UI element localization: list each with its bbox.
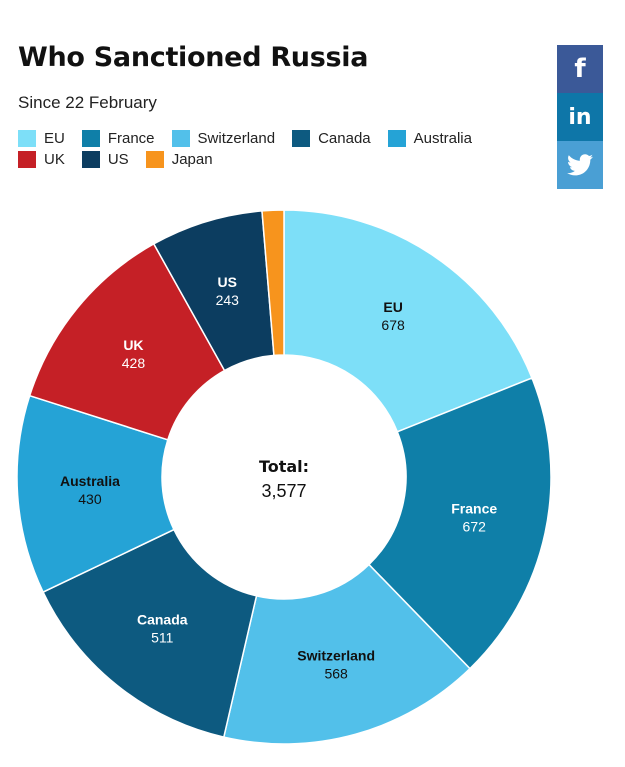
legend-label: UK: [44, 150, 65, 168]
slice-value: 243: [216, 292, 240, 308]
legend-label: France: [107, 129, 155, 147]
slice-value: 672: [463, 519, 487, 535]
slice-value: 678: [381, 317, 405, 333]
legend-item: EU: [18, 129, 65, 147]
legend-swatch: [171, 129, 190, 147]
donut-slice-switzerland[interactable]: [222, 563, 471, 745]
legend-label: Canada: [318, 129, 371, 147]
slice-label: Australia: [60, 473, 120, 489]
slice-value: 568: [324, 665, 348, 681]
facebook-icon: f: [574, 54, 586, 84]
chart-title: Who Sanctioned Russia: [18, 42, 369, 73]
linkedin-share-button[interactable]: in: [557, 93, 603, 141]
legend-label: EU: [44, 129, 65, 147]
legend-label: Switzerland: [197, 129, 276, 147]
slice-label: Canada: [137, 612, 188, 628]
legend-item: UK: [18, 150, 65, 168]
donut-slice-france[interactable]: [367, 377, 552, 670]
legend-swatch: [18, 150, 36, 168]
legend-item: Japan: [145, 150, 213, 168]
donut-slice-japan[interactable]: [261, 209, 285, 357]
legend-item: US: [81, 150, 129, 168]
legend-item: Australia: [387, 129, 472, 147]
slice-value: 428: [122, 355, 146, 371]
legend-swatch: [81, 129, 100, 147]
legend-swatch: [387, 129, 406, 147]
donut-slice-canada[interactable]: [42, 528, 258, 739]
total-value: 3,577: [261, 481, 306, 501]
slice-value: 511: [151, 630, 174, 646]
slice-label: Switzerland: [297, 647, 375, 663]
legend-label: Australia: [413, 129, 472, 147]
legend-item: Switzerland: [171, 129, 276, 147]
total-label: Total:: [259, 457, 309, 476]
twitter-share-button[interactable]: [557, 141, 603, 189]
legend-item: Canada: [292, 129, 371, 147]
donut-chart: EU 678 France 672 Switzerland 568 Canada 511 Aus…: [16, 209, 552, 745]
legend-item: France: [81, 129, 155, 147]
slice-label: France: [451, 501, 497, 517]
legend-swatch: [292, 129, 311, 147]
share-bar: f in: [557, 45, 603, 189]
slice-label: EU: [383, 299, 402, 315]
slice-value: 430: [78, 491, 102, 507]
donut-slice-eu[interactable]: [283, 209, 533, 433]
legend-label: Japan: [171, 150, 213, 168]
facebook-share-button[interactable]: f: [557, 45, 603, 93]
legend-swatch: [18, 129, 36, 147]
chart-legend: EU France Switzerland Canada Australia UK US Ja…: [18, 129, 538, 168]
donut-slice-uk[interactable]: [28, 242, 226, 441]
chart-subtitle: Since 22 February: [18, 93, 157, 112]
slice-label: UK: [123, 337, 143, 353]
twitter-icon: [567, 154, 593, 176]
legend-swatch: [81, 150, 100, 168]
linkedin-icon: in: [568, 104, 592, 130]
legend-label: US: [107, 150, 129, 168]
slice-label: US: [218, 274, 237, 290]
legend-swatch: [145, 150, 164, 168]
